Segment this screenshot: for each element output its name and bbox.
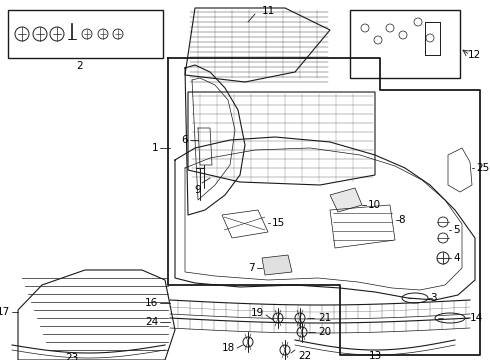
Text: 13: 13: [368, 351, 382, 360]
Text: 15: 15: [272, 218, 285, 228]
Text: 4: 4: [453, 253, 460, 263]
Text: 11: 11: [261, 6, 274, 16]
Text: 21: 21: [318, 313, 331, 323]
Text: 19: 19: [251, 308, 264, 318]
Text: 9: 9: [195, 185, 201, 195]
Text: 2: 2: [77, 61, 83, 71]
Text: 7: 7: [248, 263, 255, 273]
Polygon shape: [262, 255, 292, 275]
Polygon shape: [330, 188, 362, 212]
Text: 16: 16: [145, 298, 158, 308]
Text: 18: 18: [222, 343, 235, 353]
Text: 14: 14: [470, 313, 483, 323]
Text: 10: 10: [368, 200, 381, 210]
Text: 25: 25: [476, 163, 489, 173]
Text: 24: 24: [145, 317, 158, 327]
Text: 17: 17: [0, 307, 10, 317]
Bar: [350, 10, 460, 78]
Text: 22: 22: [298, 351, 311, 360]
Text: 3: 3: [430, 293, 437, 303]
Text: 5: 5: [453, 225, 460, 235]
Text: 23: 23: [65, 353, 78, 360]
Text: 1: 1: [151, 143, 158, 153]
Text: 8: 8: [398, 215, 405, 225]
Text: 6: 6: [181, 135, 188, 145]
Text: 20: 20: [318, 327, 331, 337]
Bar: [8, 10, 163, 58]
Text: 12: 12: [468, 50, 481, 60]
